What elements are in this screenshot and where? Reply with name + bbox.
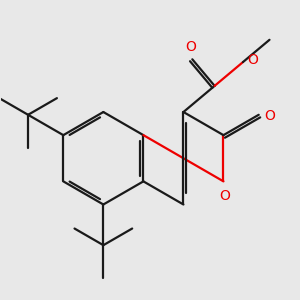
Text: O: O xyxy=(247,53,258,68)
Text: O: O xyxy=(185,40,196,54)
Text: O: O xyxy=(220,189,231,202)
Text: O: O xyxy=(265,110,275,123)
